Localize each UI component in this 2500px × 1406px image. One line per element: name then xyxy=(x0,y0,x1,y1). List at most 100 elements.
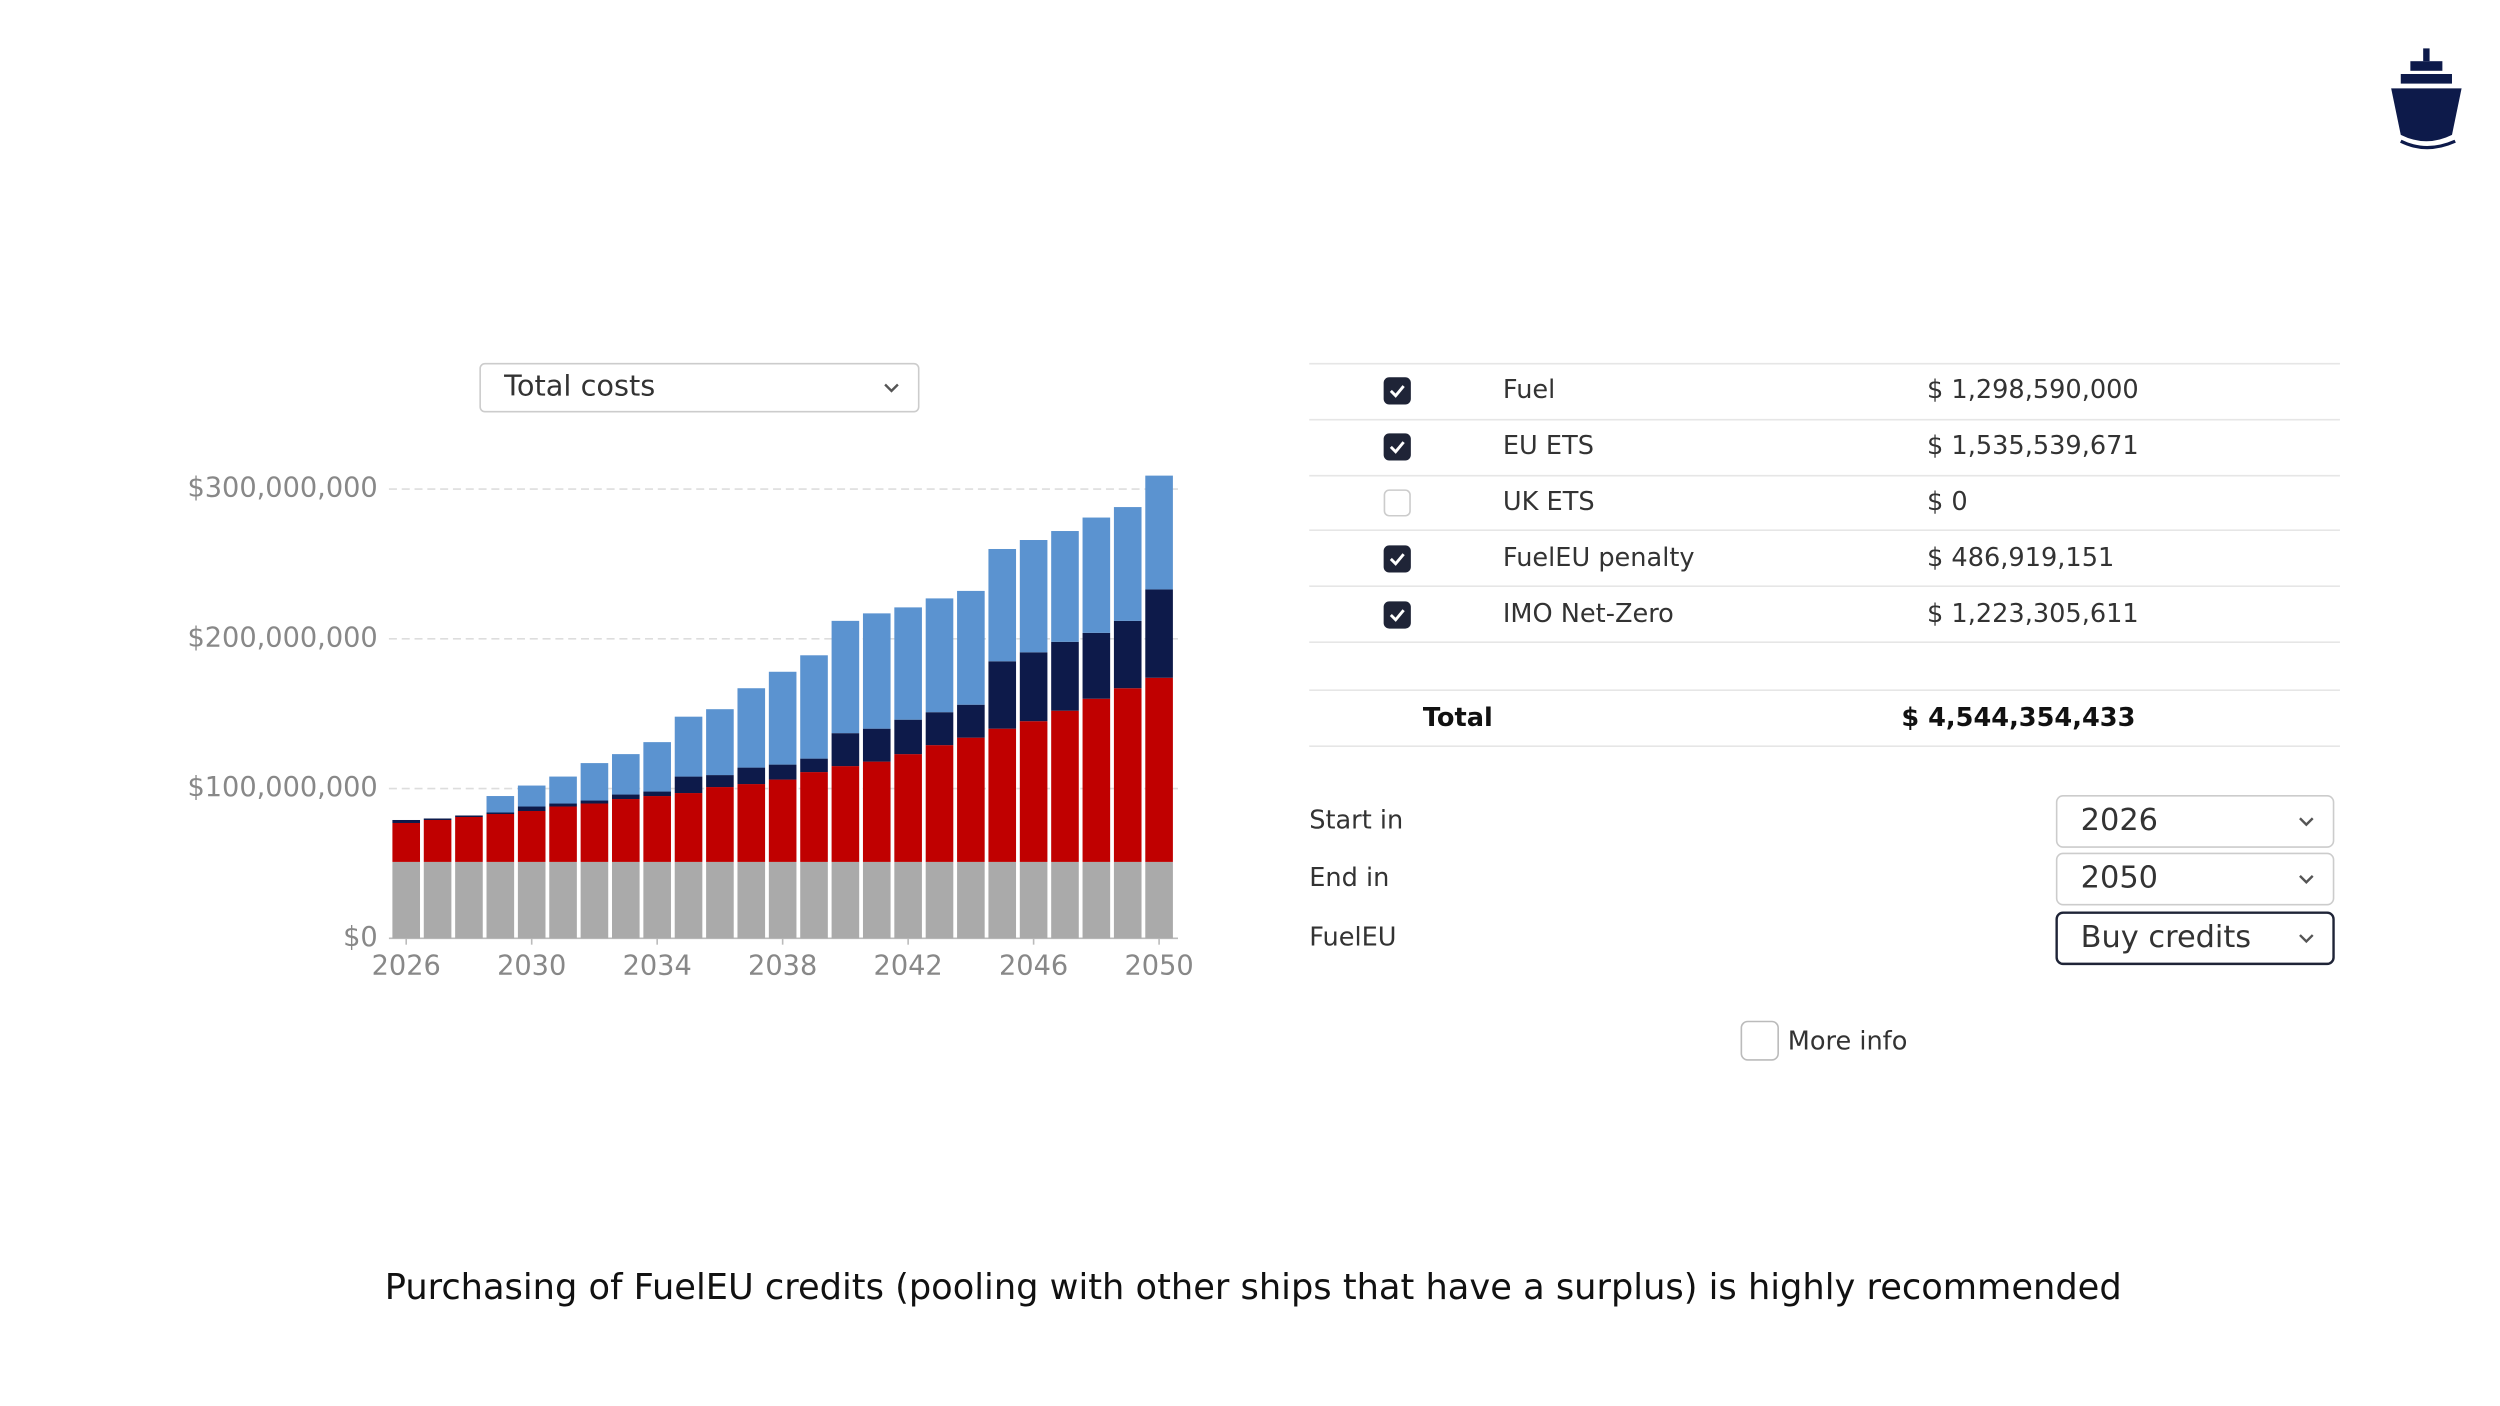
x-tick-label: 2030 xyxy=(497,951,566,982)
caption: Purchasing of FuelEU credits (pooling wi… xyxy=(385,1267,2122,1308)
row-label: FuelEU penalty xyxy=(1503,543,1695,573)
bar-segment xyxy=(862,613,891,729)
row-value: $ 1,223,305,611 xyxy=(1927,599,2139,629)
bar-segment xyxy=(580,861,609,939)
bar-segment xyxy=(1082,698,1111,862)
bar-segment xyxy=(455,861,483,939)
bar-segment xyxy=(800,655,828,759)
bar-segment xyxy=(1113,688,1142,862)
bar-segment xyxy=(1082,861,1111,939)
row-value: $ 1,535,539,671 xyxy=(1927,431,2139,461)
chevron xyxy=(2299,934,2314,944)
bar-segment xyxy=(549,861,577,939)
row-checkbox[interactable] xyxy=(1383,489,1411,517)
setting-select[interactable] xyxy=(2055,911,2335,966)
setting-select[interactable] xyxy=(2055,852,2335,906)
bar-segment xyxy=(1019,540,1048,653)
bar-segment xyxy=(674,793,703,862)
bar-segment xyxy=(894,754,922,862)
bar-segment xyxy=(706,861,734,939)
setting-label: FuelEU xyxy=(1309,922,1396,952)
bar-segment xyxy=(831,861,860,939)
bar-segment xyxy=(549,803,577,807)
bar-segment xyxy=(800,758,828,773)
row-checkbox[interactable] xyxy=(1383,377,1411,405)
ship-logo xyxy=(2391,48,2462,150)
bar-segment xyxy=(1145,475,1173,590)
bar-segment xyxy=(800,861,828,939)
bar-segment xyxy=(455,815,483,817)
x-tick-label: 2042 xyxy=(874,951,943,982)
chevron xyxy=(884,383,899,393)
bar-segment xyxy=(1113,620,1142,689)
bar-segment xyxy=(611,754,640,795)
bar-segment xyxy=(611,799,640,862)
bar-segment xyxy=(957,704,985,738)
bar-segment xyxy=(894,719,922,755)
row-value: $ 1,298,590,000 xyxy=(1927,375,2139,405)
bar-segment xyxy=(768,861,797,939)
bar-segment xyxy=(957,737,985,862)
dropdown-value: Total costs xyxy=(503,369,655,403)
setting-select[interactable] xyxy=(2055,795,2335,848)
row-value: $ 0 xyxy=(1927,487,1968,517)
more-info-checkbox[interactable] xyxy=(1740,1020,1779,1061)
bar-segment xyxy=(674,861,703,939)
bar-segment xyxy=(643,861,671,939)
bar-segment xyxy=(1145,861,1173,939)
more-info[interactable]: More info xyxy=(1740,1020,1907,1061)
chevron xyxy=(2299,875,2314,884)
bar-segment xyxy=(486,796,515,813)
row-checkbox[interactable] xyxy=(1383,433,1411,461)
x-tick-label: 2050 xyxy=(1124,951,1193,982)
bar-segment xyxy=(1113,861,1142,939)
chevron xyxy=(2299,817,2314,827)
bar-segment xyxy=(517,806,546,812)
bar-segment xyxy=(706,787,734,862)
row-label: IMO Net-Zero xyxy=(1503,599,1674,629)
bar-segment xyxy=(737,767,766,785)
bar-segment xyxy=(925,712,954,746)
bar-segment xyxy=(517,811,546,862)
bar-segment xyxy=(957,590,985,705)
bar-segment xyxy=(1145,677,1173,862)
bar-segment xyxy=(925,745,954,862)
bar-segment xyxy=(549,776,577,804)
bar-segment xyxy=(1082,632,1111,699)
bar-segment xyxy=(988,661,1017,729)
bar-segment xyxy=(517,785,546,807)
metric-dropdown[interactable]: Total costs xyxy=(479,362,920,413)
x-tick-label: 2038 xyxy=(748,951,817,982)
y-tick-label: $0 xyxy=(343,922,378,953)
row-label: EU ETS xyxy=(1503,431,1594,461)
total-label: Total xyxy=(1423,703,1493,733)
bar-segment xyxy=(1051,641,1079,711)
bar-segment xyxy=(674,776,703,794)
bar-segment xyxy=(957,861,985,939)
bar-segment xyxy=(674,716,703,777)
row-value: $ 486,919,151 xyxy=(1927,543,2114,573)
bar-segment xyxy=(988,861,1017,939)
check-mark xyxy=(1389,553,1405,566)
bar-segment xyxy=(611,861,640,939)
bar-segment xyxy=(1051,710,1079,862)
bar-segment xyxy=(831,733,860,767)
row-checkbox[interactable] xyxy=(1383,601,1411,629)
bar-segment xyxy=(831,766,860,862)
bar-segment xyxy=(1113,507,1142,621)
dropdown-box[interactable] xyxy=(479,362,920,413)
setting-value: 2050 xyxy=(2081,861,2158,896)
bar-segment xyxy=(643,791,671,797)
bar-segment xyxy=(988,548,1017,662)
bar-segment xyxy=(768,764,797,780)
row-checkbox[interactable] xyxy=(1383,545,1411,573)
check-mark xyxy=(1389,609,1405,622)
setting-value: Buy credits xyxy=(2081,920,2251,955)
x-tick-label: 2026 xyxy=(372,951,441,982)
row-label: UK ETS xyxy=(1503,487,1595,517)
bar-segment xyxy=(737,784,766,862)
bar-segment xyxy=(862,861,891,939)
bar-segment xyxy=(580,763,609,801)
setting-label: Start in xyxy=(1309,805,1403,835)
